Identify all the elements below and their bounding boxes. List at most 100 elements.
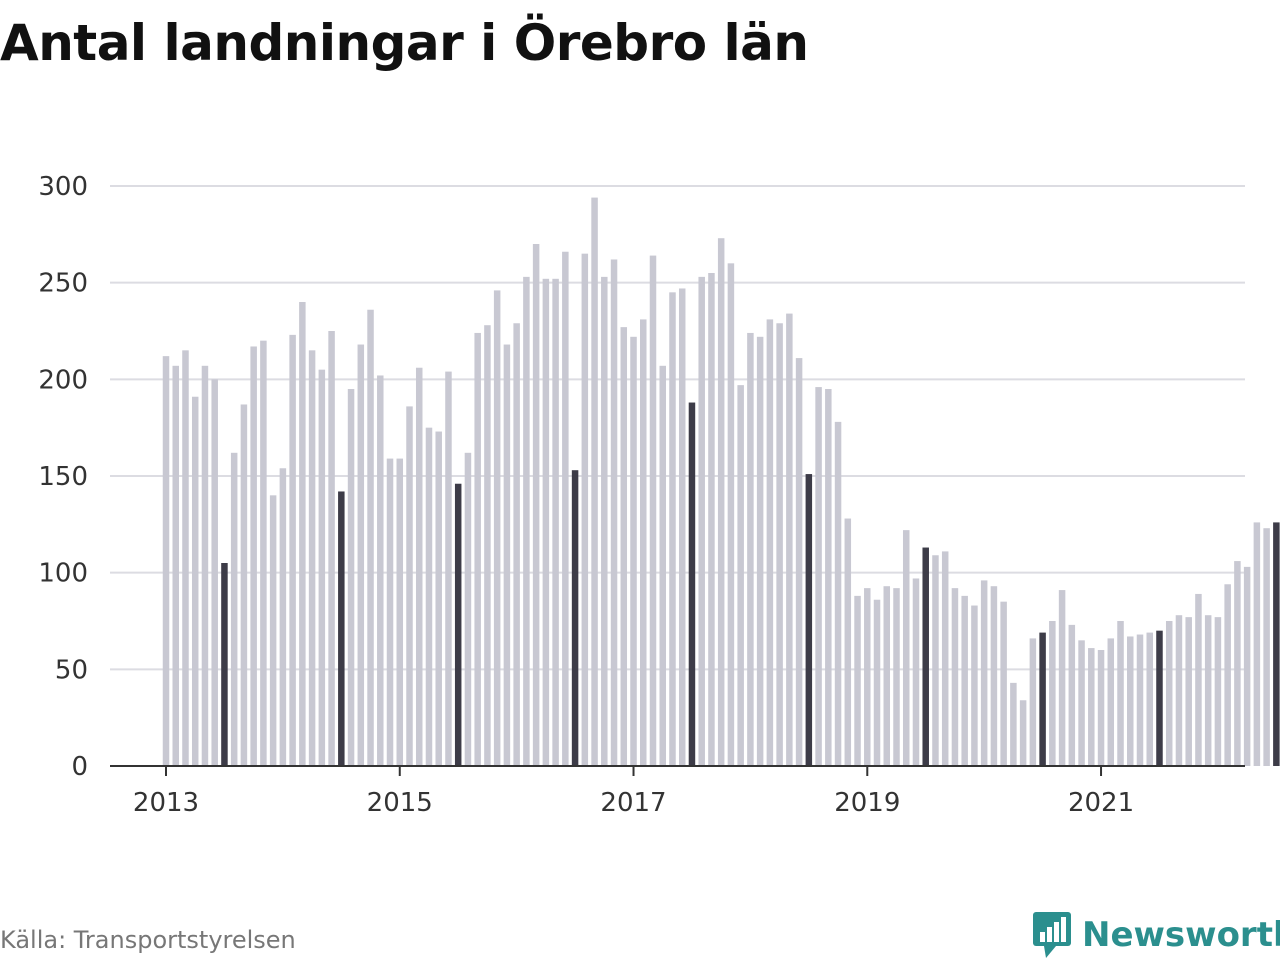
bar <box>678 288 686 766</box>
bar <box>854 595 861 766</box>
bar <box>630 336 637 766</box>
bar <box>279 468 287 766</box>
bar <box>747 332 754 766</box>
x-tick-label: 2017 <box>600 788 666 818</box>
x-tick-label: 2015 <box>367 788 433 818</box>
bar <box>717 238 725 766</box>
y-tick-label: 100 <box>38 559 88 589</box>
bar <box>601 276 608 766</box>
bar <box>932 555 939 766</box>
bar <box>659 365 666 766</box>
bar-highlighted <box>1156 630 1163 766</box>
bar <box>377 375 384 766</box>
bar <box>1088 648 1095 766</box>
bar <box>503 344 511 766</box>
bar <box>562 251 569 766</box>
y-tick-label: 250 <box>38 269 88 299</box>
bar <box>1000 601 1007 766</box>
bar <box>1214 617 1222 766</box>
bar <box>766 319 774 766</box>
bar <box>610 259 618 766</box>
y-tick-label: 200 <box>38 365 88 395</box>
bar <box>1204 615 1212 766</box>
bar <box>1165 621 1173 766</box>
brand-name: Newsworthy <box>1082 915 1280 955</box>
bar <box>961 595 968 766</box>
bar <box>1029 638 1037 766</box>
bar <box>396 458 404 766</box>
bar <box>698 276 705 766</box>
bar-highlighted <box>922 547 929 766</box>
bar <box>230 452 238 766</box>
bar-highlighted <box>338 491 345 766</box>
bar <box>357 344 365 766</box>
bar-highlighted <box>1039 632 1046 766</box>
bar <box>318 369 326 766</box>
bar <box>834 421 842 766</box>
bar <box>756 336 764 766</box>
bar <box>1136 634 1144 766</box>
bar <box>669 292 676 766</box>
bar <box>172 365 179 766</box>
chart-title: Antal landningar i Örebro län <box>0 14 809 72</box>
bar <box>1010 682 1017 766</box>
bar <box>464 452 472 766</box>
bar <box>542 278 550 766</box>
bar <box>552 278 559 766</box>
bar <box>299 302 306 766</box>
bars <box>162 197 1280 767</box>
bar <box>864 588 871 766</box>
bar <box>708 273 715 766</box>
bar <box>640 319 647 766</box>
bar <box>367 309 374 766</box>
brand-logo: Newsworthy <box>1032 910 1280 960</box>
bar <box>1146 632 1153 766</box>
source-note: Källa: Transportstyrelsen <box>0 926 296 954</box>
bar <box>484 325 491 766</box>
bar-highlighted <box>1273 522 1280 766</box>
x-tick-label: 2021 <box>1068 788 1134 818</box>
bar-highlighted <box>571 470 579 766</box>
bar <box>425 427 433 766</box>
y-tick-label: 0 <box>71 752 88 782</box>
bar <box>1078 640 1085 766</box>
bar <box>1019 700 1027 766</box>
bar <box>308 350 316 766</box>
bar <box>191 396 199 766</box>
bar-chart-speech-bubble-icon <box>1033 912 1071 958</box>
bar <box>493 290 501 766</box>
bar <box>971 605 978 766</box>
bar-highlighted <box>805 474 813 766</box>
bar <box>260 340 267 766</box>
bar <box>873 599 881 766</box>
bar <box>581 253 589 766</box>
y-tick-label: 300 <box>38 172 88 202</box>
bar <box>1185 617 1192 766</box>
bar <box>1058 590 1066 766</box>
bar <box>883 586 891 766</box>
bar <box>386 458 394 766</box>
bar <box>815 387 822 766</box>
bar <box>240 404 248 766</box>
bar <box>1097 650 1105 766</box>
bar <box>1195 593 1202 766</box>
bar <box>1224 584 1231 766</box>
bar <box>513 323 520 766</box>
bar <box>328 331 335 766</box>
bar <box>532 244 540 766</box>
bar <box>474 332 481 766</box>
bar <box>1127 636 1134 766</box>
bar <box>406 406 413 766</box>
bar <box>1243 566 1251 766</box>
bar <box>737 385 744 766</box>
bar <box>250 346 257 766</box>
bar <box>776 323 783 766</box>
bar <box>1234 561 1241 766</box>
bar <box>1107 638 1115 766</box>
bar <box>1068 624 1076 766</box>
bar <box>1175 615 1183 766</box>
bar <box>951 588 959 766</box>
bar <box>795 358 803 766</box>
bar <box>649 255 657 766</box>
